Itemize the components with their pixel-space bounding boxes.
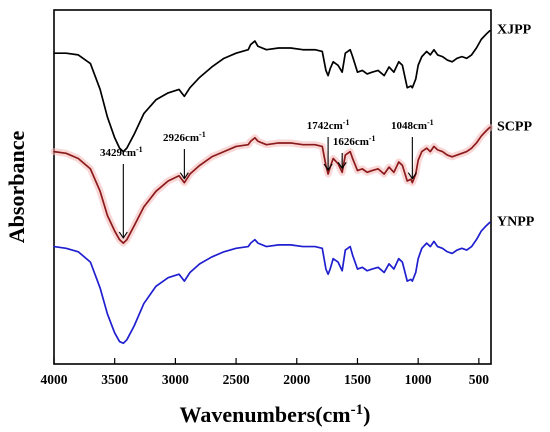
- annotation-arrow-head: [337, 162, 347, 169]
- series-label: XJPP: [497, 23, 532, 38]
- series-line: [53, 126, 491, 244]
- annotation-arrow-head: [118, 231, 128, 239]
- axis-group: 4000 3500 3000 2500 2000 1500 1000 500 Wavenumbe…: [4, 131, 489, 427]
- x-tick-label: 500: [469, 372, 490, 387]
- series-label: YNPP: [497, 214, 535, 229]
- annotation-label: 2926cm-1: [163, 130, 206, 145]
- x-tick-label: 1500: [344, 372, 371, 387]
- x-tick-label: 3000: [162, 372, 189, 387]
- annotation-arrow-head: [179, 172, 189, 180]
- annotation-label-base: 1626cm: [333, 136, 369, 148]
- x-tick-label: 4000: [41, 372, 68, 387]
- annotation-arrow-head: [323, 163, 333, 171]
- annotation-label-exponent: -1: [343, 118, 350, 127]
- plot-area: [53, 9, 492, 365]
- x-axis-title-main: Wavenumbers: [180, 402, 316, 427]
- x-tick-label: 2500: [223, 372, 250, 387]
- x-axis-title-unit: (cm: [315, 402, 350, 427]
- annotation-label-exponent: -1: [199, 130, 206, 139]
- series-line: [53, 221, 491, 345]
- annotation-label: 1742cm-1: [307, 118, 350, 133]
- x-tick-label: 3500: [101, 372, 128, 387]
- annotation-label-exponent: -1: [427, 118, 434, 127]
- annotation-label: 1626cm-1: [333, 134, 376, 149]
- y-axis-title: Absorbance: [4, 131, 29, 244]
- series-group: XJPP SCPP YNPP: [50, 23, 535, 345]
- annotation-label-exponent: -1: [369, 134, 376, 143]
- x-axis-title-close: ): [363, 402, 370, 427]
- annotation-label-base: 1048cm: [391, 120, 427, 132]
- x-tick-label: 1000: [405, 372, 432, 387]
- series-line: [53, 29, 491, 153]
- annotation-label-base: 1742cm: [307, 120, 343, 132]
- annotation-label-exponent: -1: [136, 145, 143, 154]
- series-label: SCPP: [497, 119, 532, 134]
- x-tick-label: 2000: [283, 372, 310, 387]
- annotation-label-base: 3429cm: [100, 147, 136, 159]
- x-axis-title-exponent: -1: [351, 402, 364, 418]
- annotation-label: 1048cm-1: [391, 118, 434, 133]
- annotation-label: 3429cm-1: [100, 145, 143, 160]
- annotation-arrow-head: [407, 172, 417, 180]
- plot-frame: [53, 9, 492, 365]
- x-axis-title: Wavenumbers(cm-1): [180, 402, 371, 427]
- annotation-label-base: 2926cm: [163, 132, 199, 144]
